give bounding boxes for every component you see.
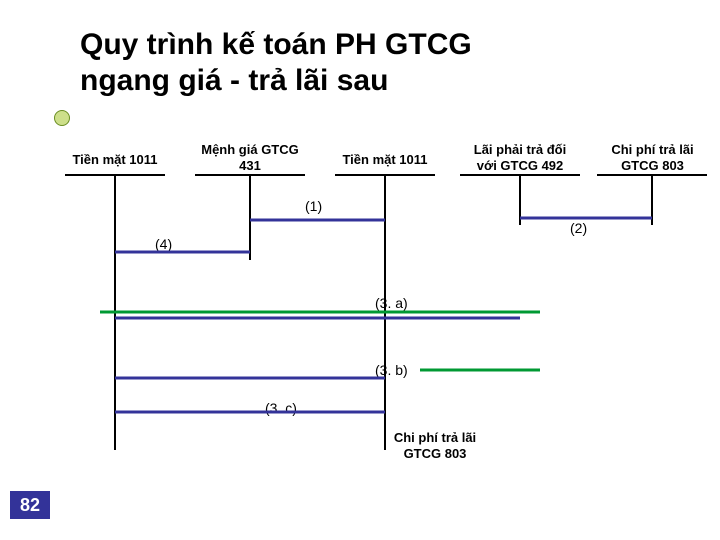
label-1: (1) xyxy=(305,198,322,214)
heading-5: Chi phí trả lãiGTCG 803 xyxy=(595,142,710,175)
heading-3: Tiền mặt 1011 xyxy=(330,152,440,168)
page-number: 82 xyxy=(10,491,50,519)
label-3c: (3. c) xyxy=(265,400,297,416)
title-bullet xyxy=(54,110,70,126)
heading-1: Tiền mặt 1011 xyxy=(60,152,170,168)
heading-2: Mệnh giá GTCG431 xyxy=(190,142,310,175)
label-4: (4) xyxy=(155,236,172,252)
heading-4: Lãi phải trả đốivới GTCG 492 xyxy=(455,142,585,175)
bottom-label: Chi phí trả lãiGTCG 803 xyxy=(370,430,500,463)
title-line1: Quy trình kế toán PH GTCG xyxy=(80,28,472,62)
label-3a: (3. a) xyxy=(375,295,408,311)
label-2: (2) xyxy=(570,220,587,236)
label-3b: (3. b) xyxy=(375,362,408,378)
title-line2: ngang giá - trả lãi sau xyxy=(80,64,388,98)
